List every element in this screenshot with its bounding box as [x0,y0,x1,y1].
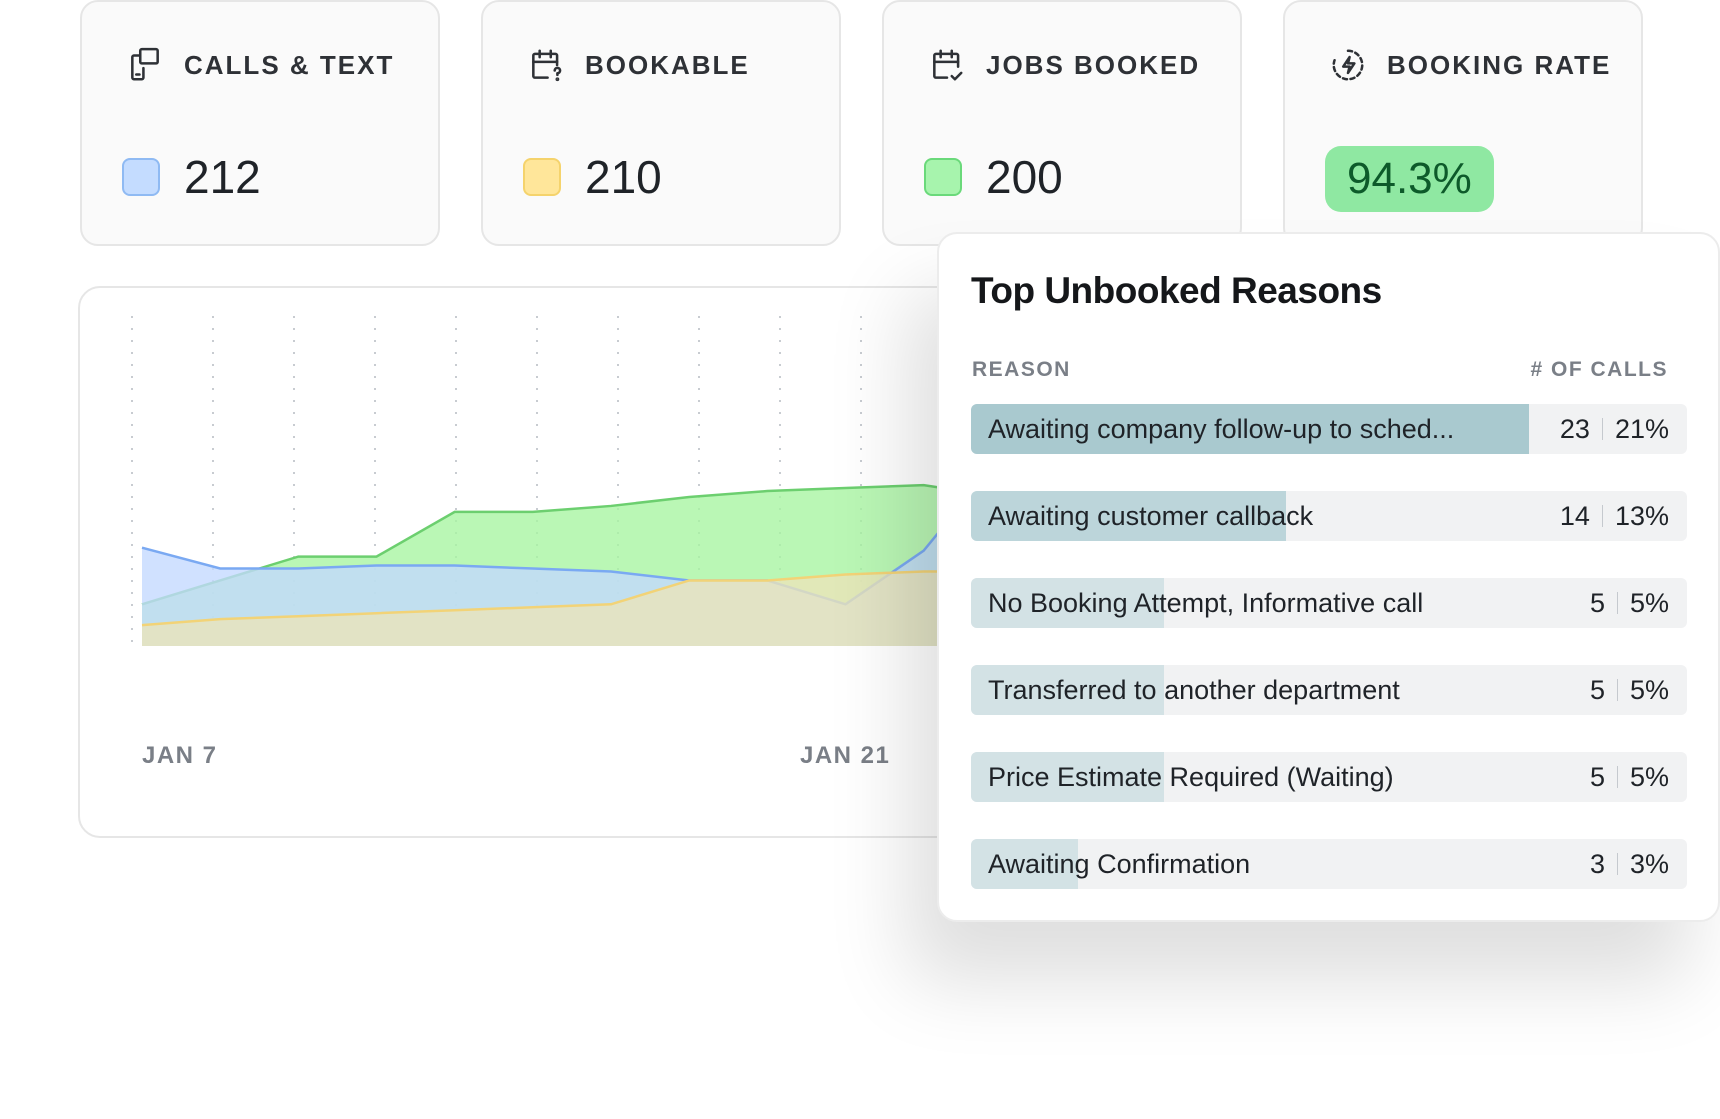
reason-percent: 13% [1614,501,1669,531]
booking-rate-badge: 94.3% [1325,146,1494,212]
reason-label: Awaiting customer callback [988,501,1314,531]
reason-label: No Booking Attempt, Informative call [988,588,1424,618]
column-header-calls: # OF CALLS [1530,358,1668,381]
devices-icon [131,47,159,81]
reason-label: Transferred to another department [988,675,1400,705]
reason-percent: 21% [1614,414,1669,444]
divider [1616,592,1618,614]
stat-title: JOBS BOOKED [986,49,1201,80]
calendar-question-icon [532,49,562,82]
legend-swatch-jobs-booked [924,158,962,196]
series-line-1 [141,454,1080,606]
reason-bar-fill [971,665,1165,715]
stat-value: 212 [184,151,261,203]
stat-card-jobs-booked: JOBS BOOKED 200 [882,0,1242,246]
reason-stats: 5 5% [1590,752,1669,802]
top-unbooked-reasons-panel: Top Unbooked Reasons REASON # OF CALLS A… [937,232,1720,922]
reason-bar-fill [971,578,1165,628]
reason-stats: 23 21% [1560,404,1669,454]
stat-value: 210 [585,151,662,203]
series-line-2 [141,570,1080,627]
reason-label: Awaiting Confirmation [988,849,1251,879]
divider [1616,853,1618,875]
reason-count: 23 [1559,414,1590,444]
x-tick-label: JAN 7 [142,742,218,769]
stat-card-bookable: BOOKABLE 210 [481,0,841,246]
reason-stats: 5 5% [1590,665,1669,715]
divider [1616,679,1618,701]
reason-count: 3 [1589,849,1605,879]
stat-title: CALLS & TEXT [184,49,395,80]
area-chart [131,316,1080,646]
reason-row[interactable]: No Booking Attempt, Informative call 5 5% [971,578,1687,628]
reason-percent: 3% [1629,849,1669,879]
reason-label: Awaiting company follow-up to sched... [988,414,1455,444]
series-area-2 [142,571,1080,646]
reason-percent: 5% [1629,762,1669,792]
series-area-1 [142,455,1080,646]
series-line-0 [141,483,1080,606]
reason-stats: 14 13% [1560,491,1669,541]
reason-row[interactable]: Awaiting company follow-up to sched... 23… [971,404,1687,454]
stat-card-booking-rate: BOOKING RATE 94.3% [1283,0,1643,246]
panel-title: Top Unbooked Reasons [971,270,1382,311]
column-header-reason: REASON [972,358,1071,381]
lightning-circle-icon [1332,49,1364,81]
reason-stats: 5 5% [1590,578,1669,628]
stat-value: 200 [986,151,1063,203]
reason-bar-fill [971,839,1079,889]
reason-row[interactable]: Price Estimate Required (Waiting) 5 5% [971,752,1687,802]
stat-title: BOOKING RATE [1387,49,1612,80]
trend-chart: JAN 7 JAN 21 [78,286,1098,838]
x-tick-label: JAN 21 [800,742,891,769]
divider [1601,418,1603,440]
reason-row[interactable]: Awaiting Confirmation 3 3% [971,839,1687,889]
stat-title: BOOKABLE [585,49,750,80]
reason-percent: 5% [1629,588,1669,618]
reason-count: 14 [1559,501,1590,531]
reason-bar-fill [971,752,1165,802]
calendar-check-icon [933,49,963,81]
stat-card-calls: CALLS & TEXT 212 [80,0,440,246]
reason-bar-fill [971,491,1287,541]
reason-count: 5 [1589,588,1605,618]
reason-bar-fill [971,404,1530,454]
reason-stats: 3 3% [1590,839,1669,889]
reason-row[interactable]: Transferred to another department 5 5% [971,665,1687,715]
reason-count: 5 [1589,675,1605,705]
reason-percent: 5% [1629,675,1669,705]
divider [1601,505,1603,527]
legend-swatch-calls [122,158,160,196]
reason-label: Price Estimate Required (Waiting) [988,762,1394,792]
reason-count: 5 [1589,762,1605,792]
divider [1616,766,1618,788]
legend-swatch-bookable [523,158,561,196]
reason-row[interactable]: Awaiting customer callback 14 13% [971,491,1687,541]
